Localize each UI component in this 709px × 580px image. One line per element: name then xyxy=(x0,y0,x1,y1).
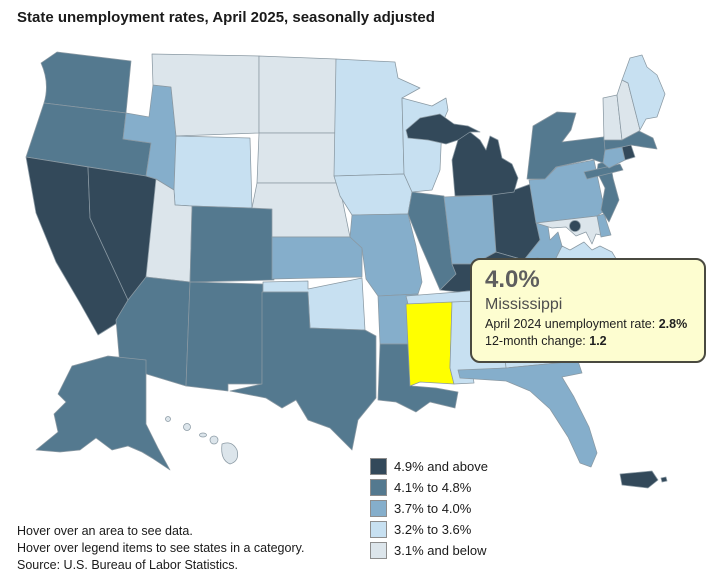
state-dc[interactable] xyxy=(569,220,581,232)
legend-item-4-1-to-4-8[interactable]: 4.1% to 4.8% xyxy=(370,479,488,496)
legend: 4.9% and above 4.1% to 4.8% 3.7% to 4.0%… xyxy=(370,458,488,563)
state-co[interactable] xyxy=(189,205,275,283)
tooltip: 4.0% Mississippi April 2024 unemployment… xyxy=(470,258,706,363)
legend-item-4-9-and-above[interactable]: 4.9% and above xyxy=(370,458,488,475)
state-fl[interactable] xyxy=(457,360,598,468)
state-hi[interactable] xyxy=(165,416,239,465)
tooltip-state-name: Mississippi xyxy=(485,296,563,313)
state-mi[interactable] xyxy=(405,113,519,197)
legend-label: 3.1% and below xyxy=(394,543,487,558)
legend-swatch-light xyxy=(370,521,387,538)
hover-hint-area: Hover over an area to see data. xyxy=(17,524,193,538)
legend-label: 3.7% to 4.0% xyxy=(394,501,472,516)
state-wi[interactable] xyxy=(401,97,449,193)
hover-hint-legend: Hover over legend items to see states in… xyxy=(17,541,305,555)
legend-swatch-dark xyxy=(370,479,387,496)
page-title: State unemployment rates, April 2025, se… xyxy=(17,9,435,26)
legend-item-3-1-and-below[interactable]: 3.1% and below xyxy=(370,542,488,559)
state-me[interactable] xyxy=(621,54,666,131)
legend-label: 3.2% to 3.6% xyxy=(394,522,472,537)
state-nm[interactable] xyxy=(185,281,264,392)
state-sd[interactable] xyxy=(256,132,339,184)
legend-label: 4.1% to 4.8% xyxy=(394,480,472,495)
legend-label: 4.9% and above xyxy=(394,459,488,474)
footer-notes: Hover over an area to see data. Hover ov… xyxy=(17,523,304,574)
legend-swatch-medium xyxy=(370,500,387,517)
state-in[interactable] xyxy=(443,194,497,265)
legend-item-3-2-to-3-6[interactable]: 3.2% to 3.6% xyxy=(370,521,488,538)
state-wa[interactable] xyxy=(40,51,132,114)
state-pr[interactable] xyxy=(619,470,668,489)
state-wy[interactable] xyxy=(173,135,253,209)
tooltip-detail-line1: April 2024 unemployment rate: 2.8% xyxy=(485,317,688,331)
legend-item-3-7-to-4-0[interactable]: 3.7% to 4.0% xyxy=(370,500,488,517)
legend-swatch-lightest xyxy=(370,542,387,559)
state-tx[interactable] xyxy=(229,291,377,451)
tooltip-detail-line2: 12-month change: 1.2 xyxy=(485,334,607,348)
state-de[interactable] xyxy=(596,213,612,238)
legend-swatch-darkest xyxy=(370,458,387,475)
state-nd[interactable] xyxy=(258,55,337,134)
state-ak[interactable] xyxy=(35,355,171,471)
state-ia[interactable] xyxy=(333,173,413,216)
state-ma[interactable] xyxy=(603,130,658,151)
tooltip-value: 4.0% xyxy=(485,266,540,293)
state-ms-highlighted[interactable] xyxy=(405,301,455,387)
state-ks[interactable] xyxy=(271,236,363,280)
source-note: Source: U.S. Bureau of Labor Statistics. xyxy=(17,558,238,572)
